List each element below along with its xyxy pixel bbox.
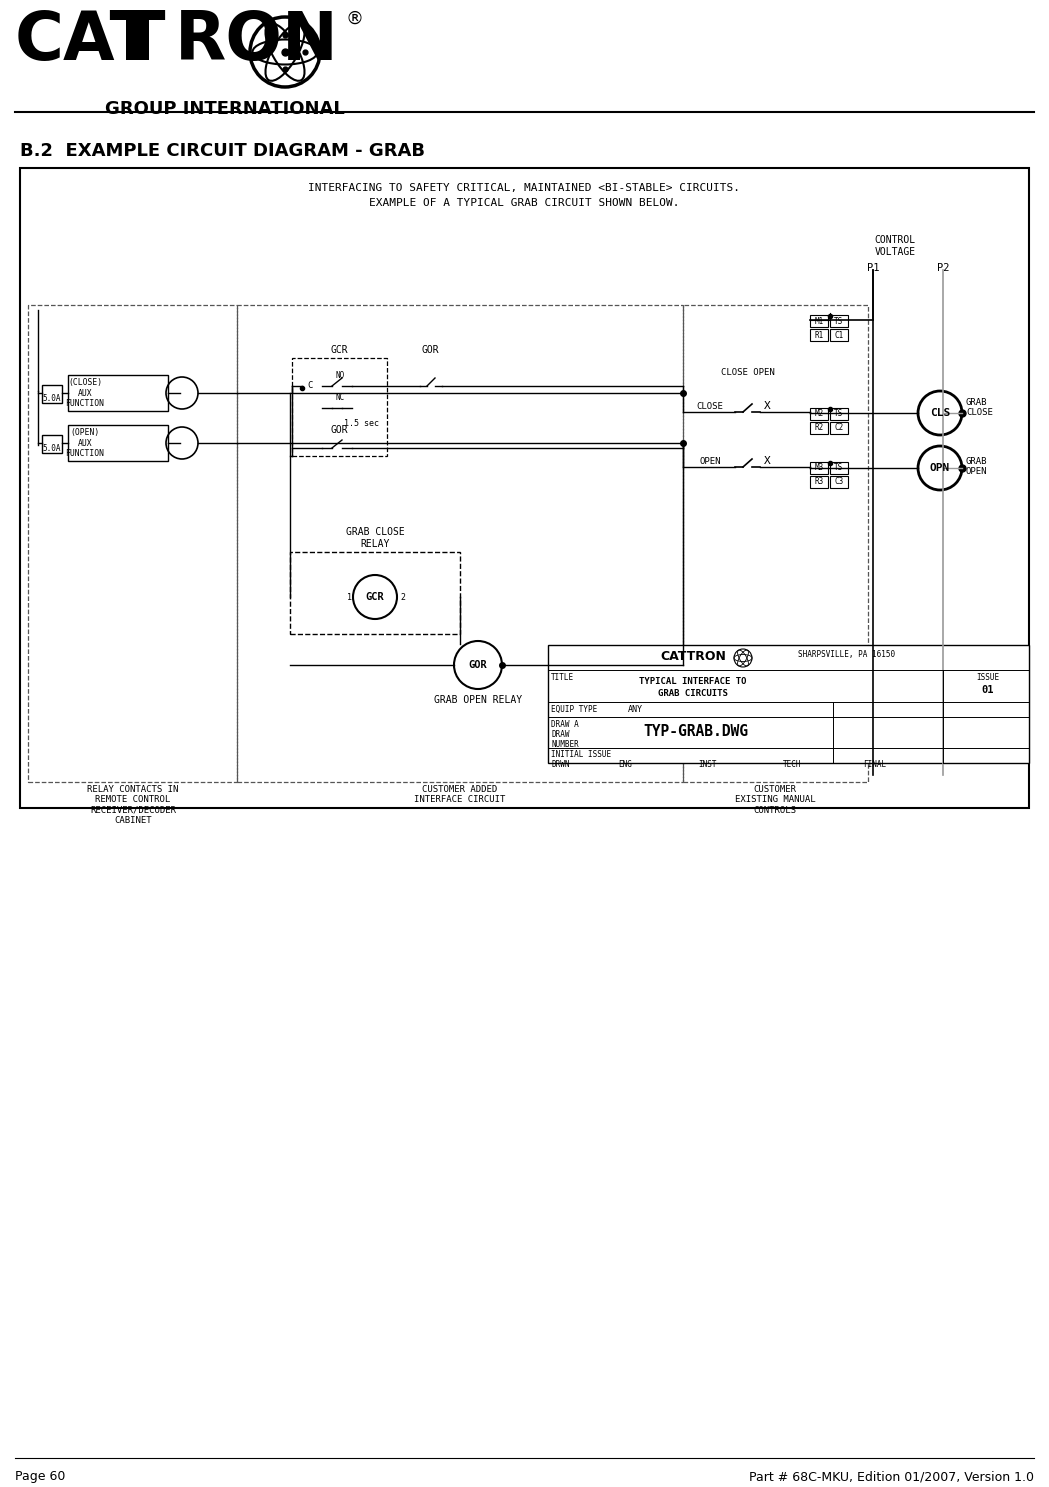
Text: GRAB CLOSE
RELAY: GRAB CLOSE RELAY [345,528,404,549]
Text: FINAL: FINAL [863,760,886,769]
Bar [237,305,683,782]
Text: GRAB OPEN RELAY: GRAB OPEN RELAY [434,694,522,705]
Bar [830,422,848,434]
Bar [28,305,237,782]
Text: EXAMPLE OF A TYPICAL GRAB CIRCUIT SHOWN BELOW.: EXAMPLE OF A TYPICAL GRAB CIRCUIT SHOWN … [369,198,680,208]
Bar [830,462,848,474]
Text: TITLE: TITLE [551,674,574,683]
Text: C: C [307,382,313,391]
Bar [42,385,62,403]
Text: GCR: GCR [330,345,348,355]
Text: P1: P1 [866,263,879,274]
Text: CLS: CLS [929,407,950,418]
Bar [290,552,461,633]
Text: TECH: TECH [783,760,801,769]
Text: 1: 1 [346,592,351,602]
Bar [20,168,1029,807]
Bar [830,476,848,488]
Text: TYPICAL INTERFACE TO: TYPICAL INTERFACE TO [639,677,747,686]
Text: NO: NO [336,372,345,381]
Bar [68,375,168,410]
Text: OPN: OPN [929,462,950,473]
Text: GRAB CIRCUITS: GRAB CIRCUITS [658,688,728,697]
Text: GRAB
OPEN: GRAB OPEN [966,457,987,476]
Text: Page 60: Page 60 [15,1471,65,1483]
Bar [810,476,828,488]
Text: INST: INST [698,760,716,769]
Bar [548,645,1029,763]
Text: CUSTOMER ADDED
INTERFACE CIRCUIT: CUSTOMER ADDED INTERFACE CIRCUIT [414,785,506,804]
Text: CLOSE: CLOSE [697,401,724,410]
Text: C1: C1 [834,330,843,339]
Bar [42,436,62,454]
Text: ISSUE: ISSUE [977,674,1000,683]
Text: CONTROL
VOLTAGE: CONTROL VOLTAGE [875,235,916,257]
Text: RON: RON [175,7,339,74]
Text: INITIAL ISSUE: INITIAL ISSUE [551,749,612,758]
Text: EQUIP TYPE: EQUIP TYPE [551,705,597,714]
Text: B.2  EXAMPLE CIRCUIT DIAGRAM - GRAB: B.2 EXAMPLE CIRCUIT DIAGRAM - GRAB [20,141,425,161]
Text: DRWN: DRWN [551,760,570,769]
Text: M2: M2 [814,409,823,418]
Bar [810,407,828,419]
Text: 01: 01 [982,686,994,694]
Text: 1.5 sec: 1.5 sec [344,418,380,427]
Text: SHARPSVILLE, PA 16150: SHARPSVILLE, PA 16150 [798,650,895,659]
Text: P2: P2 [937,263,949,274]
Text: GROUP INTERNATIONAL: GROUP INTERNATIONAL [105,100,345,117]
Text: GOR: GOR [330,425,348,436]
Text: (CLOSE)
AUX
FUNCTION: (CLOSE) AUX FUNCTION [65,378,105,407]
Text: TYP-GRAB.DWG: TYP-GRAB.DWG [643,724,748,739]
Bar [810,462,828,474]
Text: CUSTOMER
EXISTING MANUAL
CONTROLS: CUSTOMER EXISTING MANUAL CONTROLS [734,785,815,815]
Text: CATTRON: CATTRON [660,650,726,663]
Text: ANY: ANY [628,705,643,714]
Text: INTERFACING TO SAFETY CRITICAL, MAINTAINED <BI-STABLE> CIRCUITS.: INTERFACING TO SAFETY CRITICAL, MAINTAIN… [308,183,740,193]
Bar [830,315,848,327]
Text: T: T [120,7,166,74]
Text: X: X [764,457,770,465]
Text: C2: C2 [834,424,843,433]
Text: GCR: GCR [366,592,384,602]
Bar [68,425,168,461]
Text: M3: M3 [814,464,823,473]
Text: R3: R3 [814,477,823,486]
Text: R1: R1 [814,330,823,339]
Text: ®: ® [346,10,364,28]
Text: GRAB
CLOSE: GRAB CLOSE [966,399,992,418]
Text: X: X [764,401,770,410]
Text: ENG: ENG [618,760,631,769]
Bar [810,329,828,341]
Text: TS: TS [834,409,843,418]
Text: 2: 2 [401,592,406,602]
Text: DRAW A: DRAW A [551,720,579,729]
Text: GOR: GOR [422,345,438,355]
Text: 5.0A: 5.0A [43,394,61,403]
Bar [830,407,848,419]
Text: DRAW
NUMBER: DRAW NUMBER [551,730,579,749]
Text: (OPEN)
AUX
FUNCTION: (OPEN) AUX FUNCTION [65,428,105,458]
Text: C3: C3 [834,477,843,486]
Text: M1: M1 [814,317,823,326]
Text: CAT: CAT [15,7,156,74]
Bar [810,315,828,327]
Text: OPEN: OPEN [700,457,721,465]
Text: R2: R2 [814,424,823,433]
Text: NC: NC [336,394,345,403]
Text: TS: TS [834,464,843,473]
Text: RELAY CONTACTS IN
REMOTE CONTROL
RECEIVER/DECODER
CABINET: RELAY CONTACTS IN REMOTE CONTROL RECEIVE… [87,785,178,825]
Text: Part # 68C-MKU, Edition 01/2007, Version 1.0: Part # 68C-MKU, Edition 01/2007, Version… [749,1471,1034,1483]
Text: TS: TS [834,317,843,326]
Text: GOR: GOR [469,660,488,671]
Bar [810,422,828,434]
Bar [292,358,387,457]
Text: CLOSE OPEN: CLOSE OPEN [721,367,775,378]
Bar [830,329,848,341]
Text: 5.0A: 5.0A [43,445,61,454]
Bar [683,305,868,782]
